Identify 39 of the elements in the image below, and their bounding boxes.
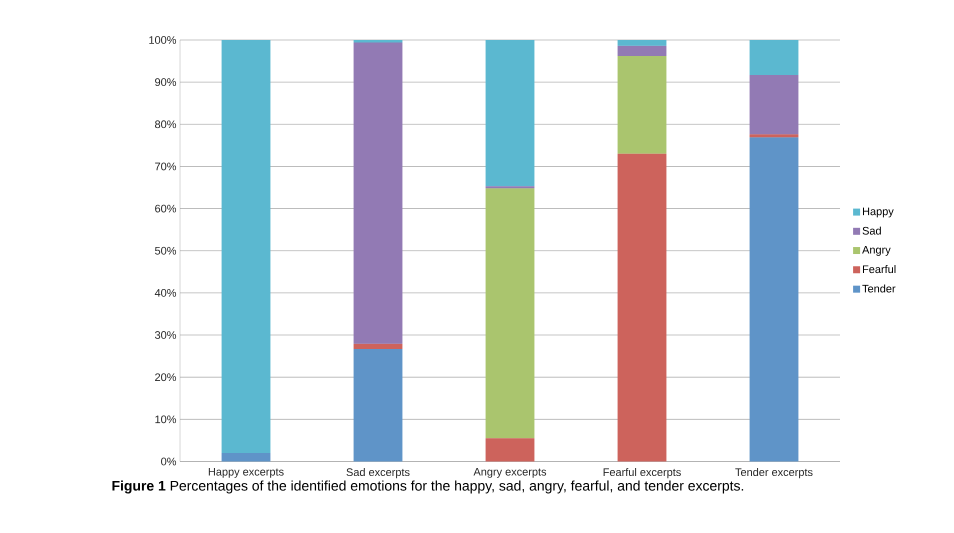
bar (618, 46, 666, 56)
text: Figure 1 Percentages of the identified emotions for the happy, sad, angry, fearful, and tender excerpts. (112, 480, 744, 494)
legend-label: Tender (862, 284, 896, 293)
bar (222, 453, 270, 462)
y-tick-label: 40% (154, 289, 176, 297)
x-tick-label: Sad excerpts (346, 468, 410, 478)
y-tick-label: 10% (155, 415, 176, 424)
bar (750, 137, 798, 462)
bar (486, 438, 534, 462)
bar (486, 40, 534, 186)
y-tick-label: 90% (155, 78, 176, 86)
legend-label: Happy (862, 208, 894, 218)
bar (750, 134, 798, 138)
y-tick-label: 70% (155, 162, 176, 170)
x-tick-label: Tender excerpts (735, 468, 813, 478)
x-tick-label: Happy excerpts (208, 468, 284, 478)
bar (354, 42, 402, 344)
legend-label: Fearful (862, 265, 896, 274)
bar (354, 40, 402, 43)
bar (618, 154, 666, 462)
y-tick-label: 20% (155, 373, 176, 382)
legend-label: Sad (862, 226, 881, 235)
bar (354, 344, 402, 349)
y-tick-label: 50% (154, 246, 176, 255)
x-tick-label: Fearful excerpts (604, 468, 681, 478)
bar (750, 40, 798, 75)
y-tick-label: 60% (155, 204, 176, 212)
bar (750, 74, 798, 134)
bar (486, 188, 534, 438)
bar (618, 40, 666, 46)
x-tick-label: Angry excerpts (473, 468, 546, 478)
bar (354, 348, 402, 462)
y-tick-label: 80% (155, 120, 176, 128)
bar (222, 40, 270, 454)
y-tick-label: 100% (149, 36, 176, 44)
y-tick-label: 0% (161, 458, 176, 466)
y-tick-label: 30% (154, 331, 176, 339)
legend-label: Angry (862, 246, 891, 256)
bar (618, 56, 666, 154)
